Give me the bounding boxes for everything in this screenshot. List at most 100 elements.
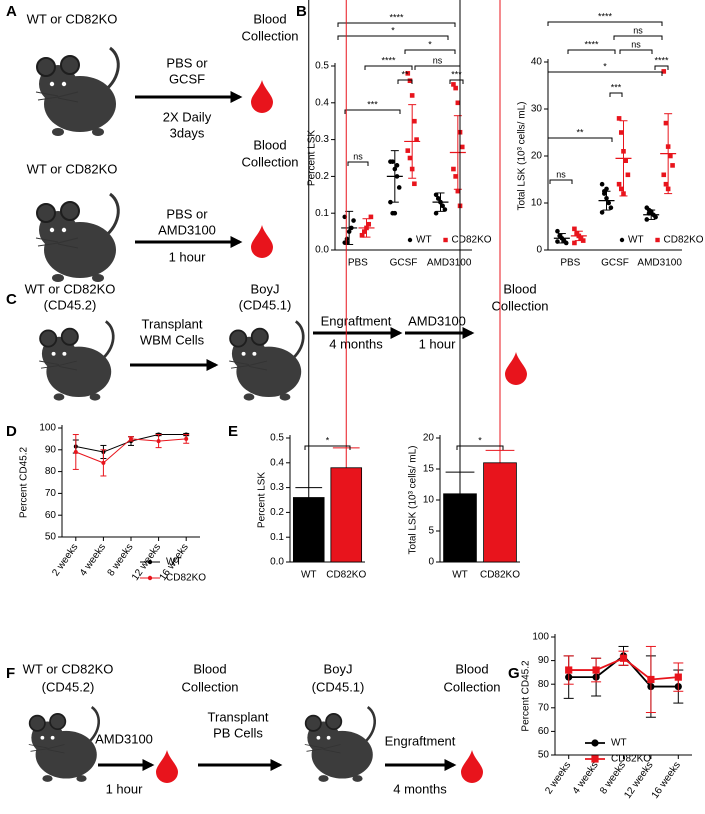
label: 1 hour xyxy=(106,781,144,796)
data-point xyxy=(390,159,395,164)
y-tick-label: 10 xyxy=(531,198,543,209)
blood-drop xyxy=(251,80,273,113)
label: Engraftment xyxy=(321,313,392,328)
blood-drop xyxy=(461,750,483,783)
label: (CD45.2) xyxy=(42,679,95,694)
legend-label: WT xyxy=(611,738,627,749)
diagram-c: WT or CD82KO (CD45.2) Transplant WBM Cel… xyxy=(25,281,549,402)
data-point xyxy=(414,137,419,142)
panel-label: F xyxy=(6,665,15,682)
bar xyxy=(330,467,363,563)
label: Transplant xyxy=(142,316,203,331)
data-point xyxy=(591,755,599,763)
significance-label: **** xyxy=(598,11,613,21)
data-point xyxy=(433,210,439,216)
data-point xyxy=(574,231,579,236)
data-point xyxy=(572,226,577,232)
label: AMD3100 xyxy=(95,731,153,746)
data-point xyxy=(618,186,624,192)
data-point xyxy=(73,449,78,454)
data-point xyxy=(362,229,367,234)
significance-label: * xyxy=(326,435,330,445)
data-point xyxy=(674,673,682,681)
bar xyxy=(483,462,517,563)
y-tick-label: 30 xyxy=(531,104,543,115)
y-tick-label: 90 xyxy=(45,444,57,455)
significance-bracket xyxy=(337,22,456,27)
label: Collection xyxy=(241,28,298,43)
data-point xyxy=(592,666,600,674)
y-tick-label: 0.4 xyxy=(315,97,329,108)
significance-bracket xyxy=(547,21,663,26)
significance-bracket xyxy=(397,79,413,84)
data-point xyxy=(606,200,612,206)
data-point xyxy=(668,153,673,159)
label: Engraftment xyxy=(385,733,456,748)
data-point xyxy=(618,130,624,135)
significance-bracket xyxy=(613,35,663,40)
panel-label: C xyxy=(6,291,17,308)
mouse xyxy=(27,705,101,784)
data-point xyxy=(661,69,667,74)
x-tick-label: 4 weeks xyxy=(571,760,601,796)
data-point xyxy=(388,199,393,205)
bar xyxy=(292,497,325,563)
significance-bracket xyxy=(619,49,653,54)
data-point xyxy=(451,166,456,172)
data-point xyxy=(580,238,586,243)
significance-label: ns xyxy=(631,39,641,49)
significance-label: ns xyxy=(353,151,363,161)
data-point xyxy=(653,214,658,220)
label: WT or CD82KO xyxy=(25,281,116,296)
x-tick-label: WT xyxy=(452,570,468,581)
x-tick-label: 4 weeks xyxy=(78,542,108,578)
y-axis-label: Percent CD45.2 xyxy=(521,660,532,732)
legend-label: WT xyxy=(416,235,432,246)
label: Blood xyxy=(253,11,286,26)
label: Collection xyxy=(491,298,548,313)
significance-label: **** xyxy=(654,55,669,65)
data-point xyxy=(156,439,161,444)
y-tick-label: 0 xyxy=(536,245,542,256)
legend-label: WT xyxy=(166,557,182,568)
significance-label: ns xyxy=(556,169,566,179)
data-point xyxy=(655,237,660,243)
x-tick-label: 8 weeks xyxy=(598,760,628,796)
significance-bracket xyxy=(567,49,616,54)
data-point xyxy=(591,739,599,747)
panel-label: B xyxy=(296,3,307,20)
label: WBM Cells xyxy=(140,332,205,347)
significance-label: ns xyxy=(433,55,443,65)
data-point xyxy=(451,82,456,87)
significance-bracket xyxy=(404,49,456,54)
label: PBS or xyxy=(166,55,208,70)
label: WT or CD82KO xyxy=(23,661,114,676)
significance-label: **** xyxy=(389,12,404,22)
data-point xyxy=(616,116,622,121)
data-point xyxy=(565,666,573,674)
label: BoyJ xyxy=(324,661,353,676)
significance-label: * xyxy=(391,25,395,35)
significance-label: ** xyxy=(576,127,584,137)
label: (CD45.2) xyxy=(44,297,97,312)
mouse xyxy=(37,320,115,402)
label: BoyJ xyxy=(251,281,280,296)
data-point xyxy=(405,71,411,76)
y-tick-label: 0.1 xyxy=(270,532,284,543)
legend-label: CD82KO xyxy=(664,235,704,246)
label: 1 hour xyxy=(419,336,457,351)
x-tick-label: 2 weeks xyxy=(50,542,80,578)
x-tick-label: AMD3100 xyxy=(427,258,472,269)
data-point xyxy=(663,120,669,126)
data-point xyxy=(453,174,458,179)
y-tick-label: 20 xyxy=(423,433,435,444)
significance-label: **** xyxy=(584,39,599,49)
y-tick-label: 0.2 xyxy=(270,507,284,518)
significance-bracket xyxy=(337,35,449,40)
y-axis-label: Percent LSK xyxy=(307,130,318,186)
legend-label: WT xyxy=(628,235,644,246)
data-point xyxy=(396,185,402,190)
data-point xyxy=(412,118,417,124)
label: 1 hour xyxy=(169,249,207,264)
mouse xyxy=(34,46,120,138)
